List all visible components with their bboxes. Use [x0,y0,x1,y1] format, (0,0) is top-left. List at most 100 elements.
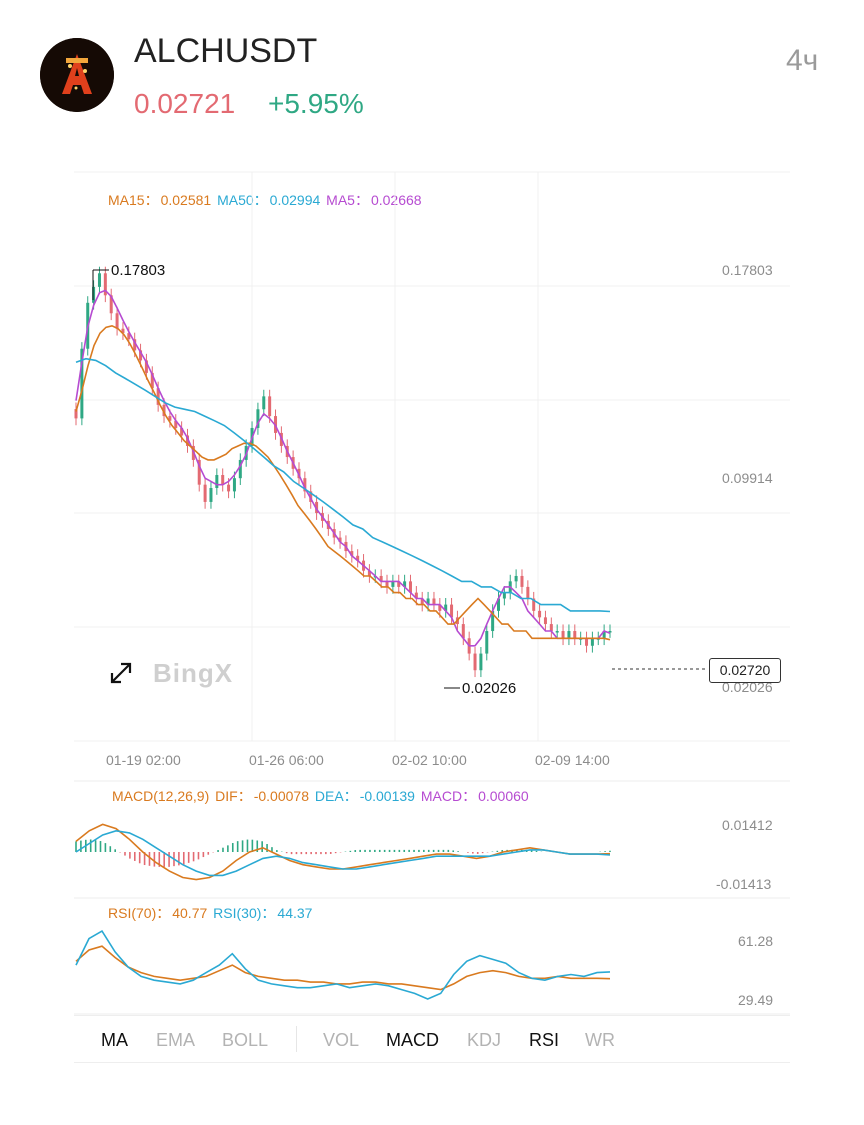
price-axis-mid: 0.09914 [722,470,773,486]
candle-body [232,478,236,492]
tab-wr[interactable]: WR [585,1030,615,1050]
time-tick-3: 02-02 10:00 [392,752,467,768]
candle-body [473,653,477,671]
candle-body [350,551,354,556]
line-ma5 [75,289,611,647]
dif-value: -0.00078 [253,788,309,804]
last-price: 0.02721 [134,88,236,119]
rsi-axis-top: 61.28 [738,933,774,949]
chart-annotations [92,269,708,689]
candle-body [174,420,178,428]
candle-body [502,592,506,599]
candle-body [520,575,524,587]
candle-body [238,459,242,479]
alchemist-logo-icon [40,38,114,112]
price-axis-low: 0.02026 [722,679,773,695]
candle-body [139,350,143,361]
candle-body [479,653,483,671]
time-tick-4: 02-09 14:00 [535,752,610,768]
tab-ma[interactable]: MA [101,1030,128,1050]
chart-grid [74,171,790,1015]
tab-ema[interactable]: EMA [156,1030,196,1050]
candle-body [203,484,207,502]
price-axis-top: 0.17803 [722,262,773,278]
candle-body [444,604,448,611]
candle-body [526,586,530,599]
macd-panel [75,823,611,881]
candle-body [573,631,577,639]
candle-body [538,610,542,618]
line-ma15 [75,324,611,641]
rsi30-value: 44.37 [277,905,313,921]
candle-body [414,592,418,599]
symbol-title: ALCHUSDT [134,32,318,70]
candle-body [561,631,565,639]
candle-body [92,286,96,303]
dea-value: -0.00139 [359,788,415,804]
candle-body [80,348,84,419]
candle-body [150,372,154,389]
interval-selector[interactable]: 4ч [786,44,819,77]
candle-body [209,488,213,502]
candle-body [356,555,360,561]
rsi-line-rsi70 [75,945,611,991]
candle-body [197,459,201,485]
rsi-panel [75,930,611,1000]
tab-boll[interactable]: BOLL [222,1030,269,1050]
candle-body [408,581,412,593]
candle-body [303,478,307,492]
ma50-value: 0.02994 [269,192,321,208]
rsi-line-rsi30 [75,930,611,1000]
price-change-percent: +5.95% [268,88,364,119]
macd-legend: MACD(12,26,9) DIF： -0.00078 DEA： -0.00139 … [112,786,531,806]
candle-body [532,598,536,611]
high-price-label: 0.17803 [111,262,166,279]
candle-body [438,604,442,611]
candle-body [256,409,260,428]
candle-body [268,396,272,417]
macd-title: MACD(12,26,9) [112,788,210,804]
rsi30-label: RSI(30)： [213,905,276,921]
ma15-label: MA15： [108,192,159,208]
candle-body [461,624,465,639]
indicator-tabs: MA EMA BOLL VOL MACD KDJ RSI WR [74,1015,790,1063]
candle-body [385,581,389,587]
candle-body [543,617,547,625]
ma50-label: MA50： [217,192,268,208]
low-price-label: 0.02026 [462,680,517,697]
candle-body [109,295,113,314]
candle-body [491,610,495,632]
candle-body [156,388,160,405]
moving-average-lines [75,289,611,647]
candle-body [133,339,137,351]
candle-body [403,581,407,587]
tab-rsi[interactable]: RSI [529,1030,560,1050]
candle-body [367,570,371,576]
candle-body [74,409,78,419]
candle-body [227,484,231,492]
line-ma50 [75,357,611,613]
ma5-value: 0.02668 [370,192,422,208]
ma-legend: MA15： 0.02581 MA50： 0.02994 MA5： 0.02668 [108,190,424,210]
tab-vol[interactable]: VOL [323,1030,360,1050]
rsi70-label: RSI(70)： [108,905,171,921]
dif-label: DIF： [215,788,252,804]
rsi70-value: 40.77 [172,905,208,921]
macd-axis-top: 0.01412 [722,817,773,833]
bingx-watermark: BingX [153,658,234,688]
candle-body [397,581,401,587]
tab-divider [296,1026,297,1052]
tab-macd[interactable]: MACD [386,1030,439,1050]
candle-body [567,631,571,639]
candle-body [115,313,119,329]
expand-arrows-icon[interactable] [108,660,134,686]
candle-body [180,427,184,436]
candle-body [420,598,424,605]
candle-body [168,416,172,421]
candle-body [432,598,436,605]
candle-body [426,598,430,605]
candle-body [549,624,553,632]
candle-body [309,491,313,502]
tab-kdj[interactable]: KDJ [467,1030,502,1050]
